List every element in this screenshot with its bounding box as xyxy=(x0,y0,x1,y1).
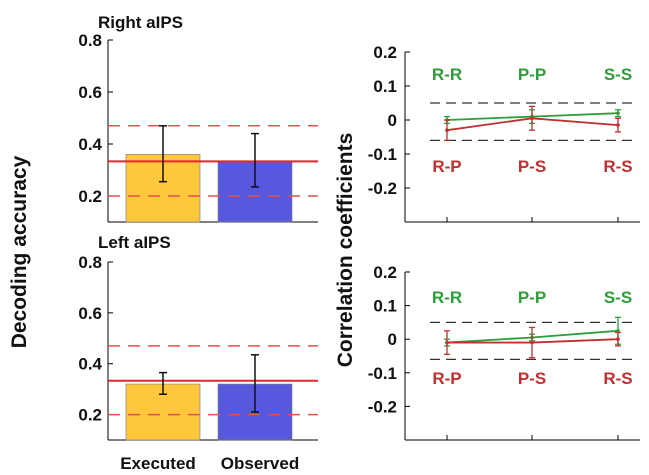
panel-title-left-aips: Left aIPS xyxy=(98,233,171,252)
left-corr-series-top-point xyxy=(616,329,620,333)
left-corr-series-bottom-point xyxy=(616,337,620,342)
right-corr-series-bottom-point xyxy=(616,123,620,127)
right-bar-ytick-label: 0.6 xyxy=(78,83,102,102)
left-corr-bottom-label-r-p: R-P xyxy=(432,369,461,388)
left-corr-ytick-label: -0.2 xyxy=(368,397,397,416)
right-corr-ytick-label: -0.1 xyxy=(368,145,397,164)
left-bar-ytick-label: 0.6 xyxy=(78,304,102,323)
plot-layer: 0.2 0.4 0.6 0.8 0.2 0.4 0.6 0.8 0.2 0.1 0 -0.1 -0.2 R… xyxy=(78,31,640,441)
right-corr-top-label-s-s: S-S xyxy=(604,65,632,84)
left-corr-bottom-label-r-s: R-S xyxy=(603,369,632,388)
right-corr-ytick-label: 0.1 xyxy=(373,77,397,96)
right-bar-ytick-label: 0.4 xyxy=(78,135,102,154)
left-corr-series-bottom-point xyxy=(445,340,449,345)
right-y-axis-title: Correlation coefficients xyxy=(334,133,357,368)
left-bar-ytick-label: 0.8 xyxy=(78,253,102,272)
right-corr-top-label-r-r: R-R xyxy=(432,65,462,84)
left-y-axis-title: Decoding accuracy xyxy=(8,155,31,348)
right-bar-ytick-label: 0.8 xyxy=(78,31,102,50)
right-corr-series-bottom-point xyxy=(445,128,449,132)
left-corr-top-label-s-s: S-S xyxy=(604,288,632,307)
left-corr-ytick-label: 0.2 xyxy=(373,263,397,282)
left-corr-top-label-r-r: R-R xyxy=(432,288,462,307)
left-bar-ytick-label: 0.4 xyxy=(78,355,102,374)
right-corr-series-bottom-point xyxy=(530,116,534,121)
category-label-observed: Observed xyxy=(221,454,299,473)
right-bar-ytick-label: 0.2 xyxy=(78,187,102,206)
right-corr-ytick-label: -0.2 xyxy=(368,179,397,198)
left-corr-ytick-label: -0.1 xyxy=(368,364,397,383)
left-corr-series-bottom-point xyxy=(530,340,534,345)
right-corr-top-label-p-p: P-P xyxy=(518,65,546,84)
left-corr-ytick-label: 0 xyxy=(388,330,397,349)
right-corr-bottom-label-p-s: P-S xyxy=(518,157,546,176)
left-corr-top-label-p-p: P-P xyxy=(518,288,546,307)
right-corr-bottom-label-r-s: R-S xyxy=(603,157,632,176)
right-corr-series-top-point xyxy=(616,111,620,115)
left-corr-bottom-label-p-s: P-S xyxy=(518,369,546,388)
right-corr-bottom-label-r-p: R-P xyxy=(432,157,461,176)
right-corr-ytick-label: 0 xyxy=(388,111,397,130)
panel-title-right-aips: Right aIPS xyxy=(98,13,183,32)
left-corr-ytick-label: 0.1 xyxy=(373,297,397,316)
category-label-executed: Executed xyxy=(120,454,196,473)
right-corr-ytick-label: 0.2 xyxy=(373,43,397,62)
left-bar-ytick-label: 0.2 xyxy=(78,406,102,425)
